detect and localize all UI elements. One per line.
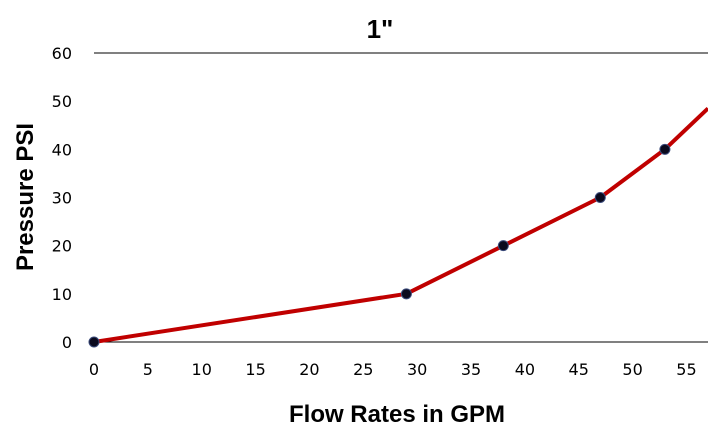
chart-title: 1" [367,14,394,44]
y-tick-label: 40 [52,140,72,159]
x-tick-label: 15 [245,360,265,379]
y-tick-label: 30 [52,189,72,208]
x-tick-label: 40 [515,360,535,379]
y-tick-label: 60 [52,44,72,63]
series-line [93,106,708,344]
y-tick-label: 20 [52,237,72,256]
x-tick-label: 20 [299,360,319,379]
y-tick-labels: 0 10 20 30 40 50 60 [52,44,72,352]
x-tick-label: 50 [622,360,642,379]
series-layer [88,106,708,348]
data-point [400,288,412,300]
data-point [497,240,509,252]
x-axis-title: Flow Rates in GPM [289,401,505,428]
x-tick-label: 10 [192,360,212,379]
y-tick-label: 50 [52,92,72,111]
y-axis-title: Pressure PSI [12,123,39,271]
y-tick-label: 10 [52,285,72,304]
x-tick-label: 30 [407,360,427,379]
data-point [88,336,100,348]
data-point [594,192,606,203]
data-point [659,143,671,155]
x-tick-label: 35 [461,360,481,379]
y-tick-label: 0 [62,333,72,352]
x-tick-label: 5 [143,360,153,379]
x-tick-label: 45 [569,360,589,379]
x-tick-label: 25 [353,360,373,379]
x-tick-labels: 0 5 10 15 20 25 30 35 40 45 50 55 [89,360,697,379]
x-tick-label: 55 [676,360,696,379]
x-tick-label: 0 [89,360,99,379]
